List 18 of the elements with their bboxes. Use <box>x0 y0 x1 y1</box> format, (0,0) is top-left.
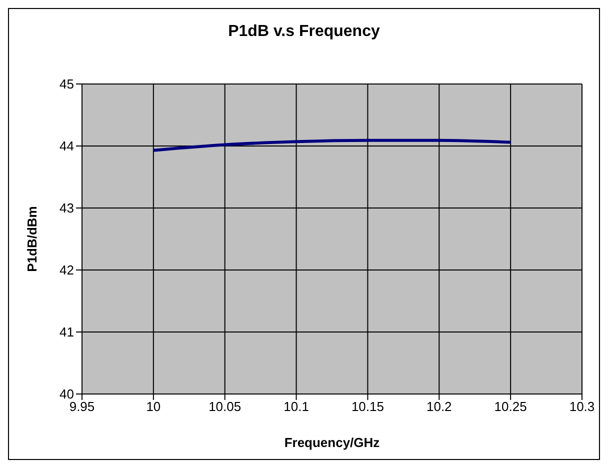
y-axis-title: P1dB/dBm <box>24 206 40 272</box>
x-tick-label: 10 <box>146 399 161 414</box>
x-tick-label: 10.15 <box>351 399 384 414</box>
x-tick-label: 10.05 <box>208 399 242 414</box>
y-tick-label: 40 <box>60 386 74 402</box>
chart-title: P1dB v.s Frequency <box>227 23 381 41</box>
y-tick-label: 45 <box>60 76 74 92</box>
x-tick-label: 10.25 <box>494 399 527 414</box>
y-tick-label: 41 <box>60 324 74 340</box>
line-series <box>152 138 512 152</box>
y-tick-label: 42 <box>60 262 74 278</box>
y-tick-label: 44 <box>60 138 74 154</box>
x-tick-label: 9.95 <box>69 399 95 414</box>
x-axis-title: Frequency/GHz <box>284 435 380 450</box>
x-tick-label: 10.3 <box>569 399 595 414</box>
x-tick-label: 10.2 <box>426 399 452 414</box>
y-tick-label: 43 <box>60 200 74 216</box>
x-tick-label: 10.1 <box>284 399 309 414</box>
